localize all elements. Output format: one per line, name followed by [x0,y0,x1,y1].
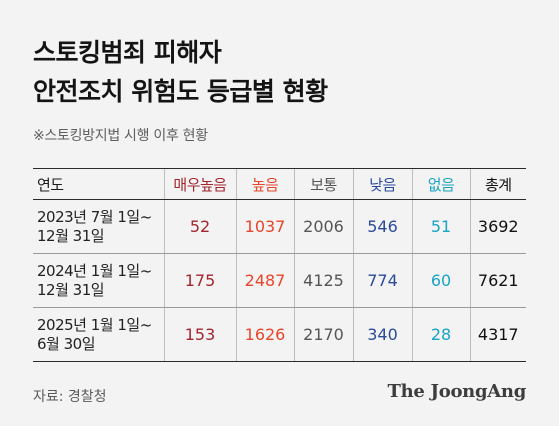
value-high: 1037 [235,199,294,254]
value-normal: 2170 [293,307,353,362]
period-start: 2025년 1월 1일~ [37,315,152,334]
value-total: 7621 [469,253,526,308]
value-high: 2487 [235,253,294,308]
value-low: 546 [352,199,412,254]
table-row: 2024년 1월 1일~ 12월 31일 175 2487 4125 774 6… [33,253,526,308]
value-normal: 2006 [293,199,353,254]
value-normal: 4125 [293,253,353,308]
value-very-high: 175 [163,253,236,308]
period-cell: 2023년 7월 1일~ 12월 31일 [33,199,164,254]
risk-level-table: 연도 매우높음 높음 보통 낮음 없음 총계 2023년 7월 1일~ 12월 … [33,168,526,362]
value-total: 4317 [469,307,526,362]
period-end: 12월 31일 [37,280,105,299]
subtitle: ※스토킹방지법 시행 이후 현황 [33,128,208,144]
period-end: 6월 30일 [37,334,96,353]
title-line-1: 스토킹범죄 피해자 [33,38,222,67]
period-start: 2023년 7월 1일~ [37,207,152,226]
header-very-high: 매우높음 [163,168,236,200]
header-high: 높음 [235,168,294,200]
page-title: 스토킹범죄 피해자 안전조치 위험도 등급별 현황 [33,33,328,111]
header-row: 연도 매우높음 높음 보통 낮음 없음 총계 [33,168,526,200]
value-total: 3692 [469,199,526,254]
source-note: 자료: 경찰청 [33,389,107,405]
title-line-2: 안전조치 위험도 등급별 현황 [33,77,328,106]
header-normal: 보통 [293,168,353,200]
period-start: 2024년 1월 1일~ [37,261,152,280]
value-very-high: 153 [163,307,236,362]
value-very-high: 52 [163,199,236,254]
value-low: 340 [352,307,412,362]
value-none: 51 [411,199,470,254]
value-low: 774 [352,253,412,308]
period-cell: 2024년 1월 1일~ 12월 31일 [33,253,164,308]
value-none: 60 [411,253,470,308]
header-total: 총계 [469,168,526,200]
table-row: 2023년 7월 1일~ 12월 31일 52 1037 2006 546 51… [33,199,526,254]
header-none: 없음 [411,168,470,200]
header-low: 낮음 [352,168,412,200]
table-row: 2025년 1월 1일~ 6월 30일 153 1626 2170 340 28… [33,307,526,362]
value-none: 28 [411,307,470,362]
period-cell: 2025년 1월 1일~ 6월 30일 [33,307,164,362]
value-high: 1626 [235,307,294,362]
brand-logo: The JoongAng [387,381,527,402]
header-period: 연도 [33,168,164,200]
period-end: 12월 31일 [37,226,105,245]
